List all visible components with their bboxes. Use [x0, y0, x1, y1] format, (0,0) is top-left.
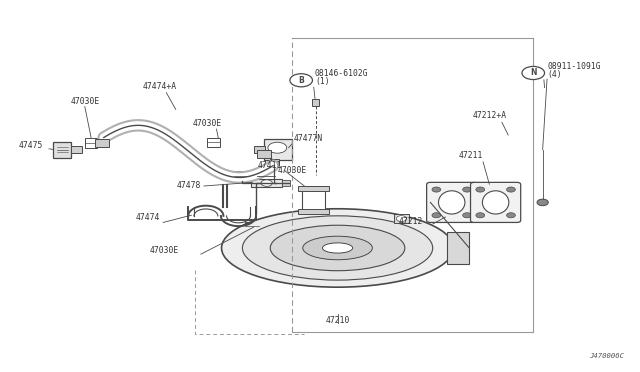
Bar: [264, 139, 292, 160]
Bar: [54, 141, 71, 158]
Text: 47475: 47475: [19, 141, 44, 150]
Circle shape: [507, 213, 515, 218]
Bar: [303, 190, 325, 212]
Ellipse shape: [270, 225, 405, 271]
Ellipse shape: [243, 216, 433, 280]
Text: 47477N: 47477N: [294, 134, 323, 143]
Text: 08911-1091G: 08911-1091G: [547, 62, 601, 71]
Bar: [71, 146, 83, 153]
Bar: [312, 99, 319, 106]
Ellipse shape: [483, 191, 509, 214]
Text: 47030E: 47030E: [193, 119, 221, 128]
FancyBboxPatch shape: [427, 182, 477, 222]
Bar: [85, 138, 97, 148]
Circle shape: [537, 199, 548, 206]
Text: 47478: 47478: [177, 181, 201, 190]
Text: B: B: [298, 76, 304, 85]
Circle shape: [507, 187, 515, 192]
Ellipse shape: [438, 191, 465, 214]
Bar: [394, 214, 409, 223]
Circle shape: [463, 213, 472, 218]
Circle shape: [268, 142, 287, 153]
Bar: [254, 146, 266, 153]
Text: 47030E: 47030E: [150, 246, 179, 255]
Bar: [282, 180, 290, 186]
Ellipse shape: [323, 243, 353, 253]
Circle shape: [476, 187, 484, 192]
Bar: [298, 209, 330, 214]
Bar: [207, 138, 220, 147]
Text: 47212+A: 47212+A: [472, 111, 506, 121]
Ellipse shape: [221, 209, 454, 287]
Text: 47030E: 47030E: [277, 166, 307, 175]
Bar: [270, 159, 279, 165]
Text: 47030E: 47030E: [70, 97, 99, 106]
Text: J470006C: J470006C: [589, 353, 624, 359]
Text: 47211: 47211: [458, 151, 483, 160]
Ellipse shape: [303, 236, 372, 260]
FancyBboxPatch shape: [470, 182, 521, 222]
Bar: [257, 150, 271, 158]
Text: 47474+A: 47474+A: [143, 82, 177, 91]
Circle shape: [432, 213, 441, 218]
Bar: [95, 139, 109, 147]
Bar: [245, 222, 259, 231]
Text: (1): (1): [315, 77, 330, 86]
Text: 47411: 47411: [258, 161, 282, 170]
Circle shape: [463, 187, 472, 192]
Circle shape: [476, 213, 484, 218]
Bar: [251, 179, 282, 187]
Text: 47212: 47212: [399, 217, 423, 226]
Circle shape: [261, 180, 273, 186]
Circle shape: [290, 74, 312, 87]
Bar: [447, 231, 469, 264]
Text: 47474: 47474: [136, 214, 160, 222]
Circle shape: [396, 216, 406, 221]
Bar: [234, 171, 249, 180]
Bar: [298, 186, 330, 192]
Text: 08146-6102G: 08146-6102G: [315, 69, 369, 78]
Text: (4): (4): [547, 70, 562, 79]
Text: N: N: [530, 68, 536, 77]
Text: 47210: 47210: [325, 316, 349, 325]
Circle shape: [522, 67, 545, 80]
Circle shape: [432, 187, 441, 192]
